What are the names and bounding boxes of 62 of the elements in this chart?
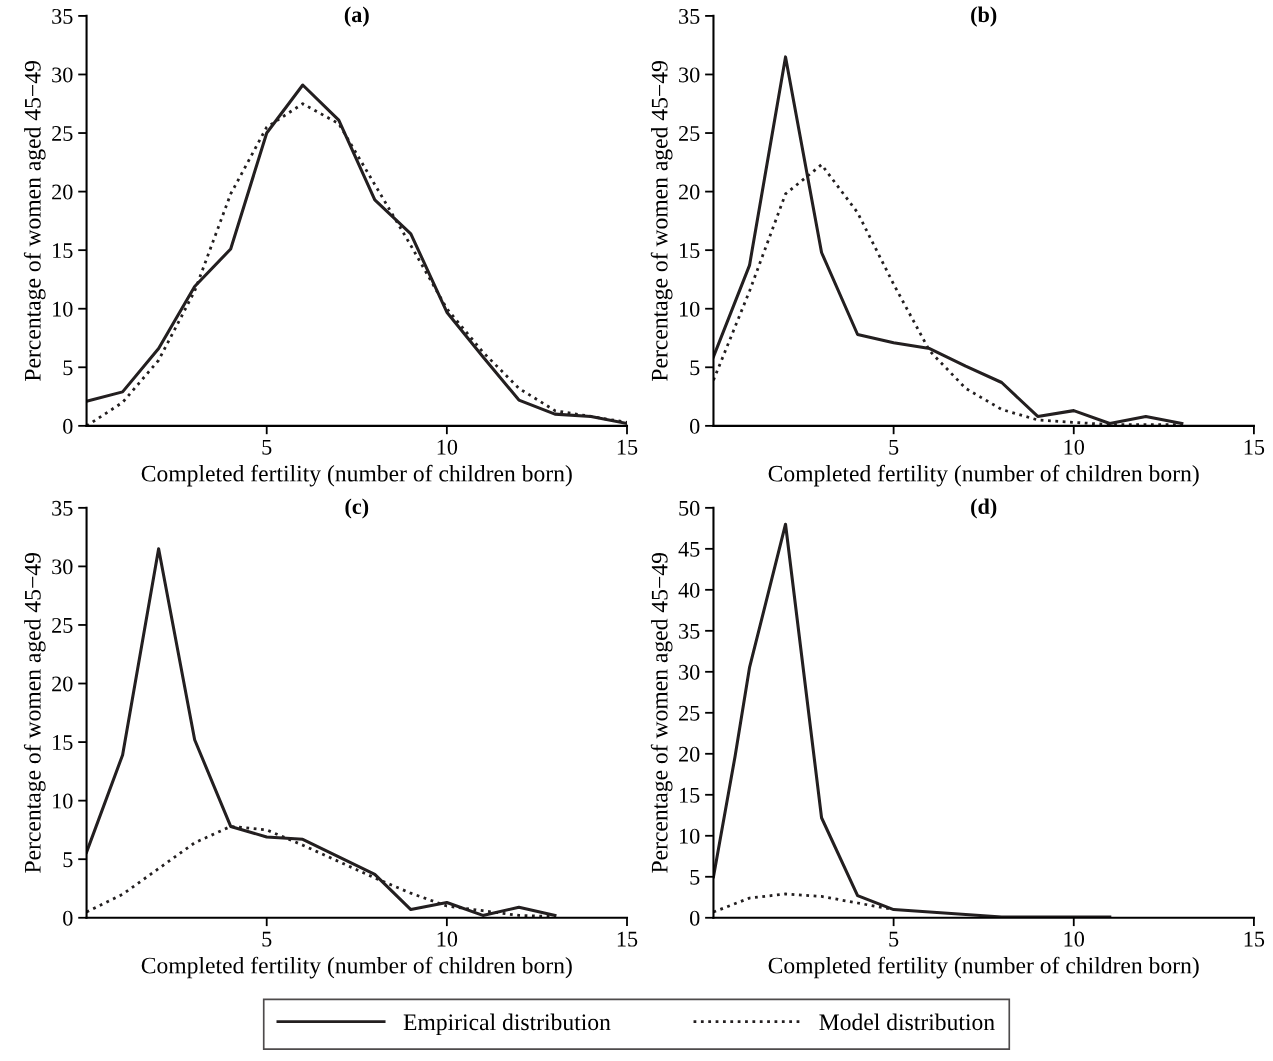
y-tick-label: 50 <box>679 500 700 516</box>
y-tick-label: 30 <box>52 67 73 83</box>
y-tick-label: 5 <box>63 852 73 868</box>
y-axis-title: Percentage of women aged 45−49 <box>23 553 46 873</box>
x-tick-label: 15 <box>1244 439 1265 455</box>
y-tick-label: 15 <box>680 243 700 259</box>
x-tick-label: 5 <box>889 439 899 455</box>
y-tick-label: 0 <box>63 418 73 434</box>
x-tick-label: 5 <box>262 439 272 455</box>
x-tick-label: 15 <box>617 931 638 947</box>
y-tick-label: 5 <box>63 360 73 376</box>
chart-title: (a) <box>344 6 369 27</box>
y-tick-label: 40 <box>678 582 700 598</box>
y-tick-label: 0 <box>690 418 700 434</box>
chart-title: (c) <box>345 498 369 519</box>
chart-title: (b) <box>971 6 997 27</box>
line-series <box>713 522 1112 918</box>
y-tick-label: 10 <box>680 301 700 317</box>
y-tick-label: 15 <box>680 787 700 803</box>
y-tick-label: 25 <box>679 705 700 721</box>
y-tick-label: 25 <box>679 126 700 141</box>
x-axis-title: Completed fertility (number of children born) <box>768 464 1199 487</box>
y-tick-label: 5 <box>690 869 700 885</box>
y-tick-label: 20 <box>52 676 73 692</box>
y-axis-title: Percentage of women aged 45−49 <box>23 61 46 381</box>
y-tick-label: 15 <box>53 735 73 751</box>
x-tick-label: 5 <box>262 931 272 947</box>
y-tick-label: 0 <box>690 910 700 926</box>
y-tick-label: 35 <box>52 500 73 516</box>
legend-label: Empirical distribution <box>403 1013 611 1036</box>
y-tick-label: 10 <box>53 793 73 809</box>
x-axis-title: Completed fertility (number of children born) <box>141 956 572 979</box>
y-tick-label: 20 <box>52 184 73 200</box>
y-tick-label: 30 <box>679 67 700 83</box>
x-tick-label: 10 <box>437 931 458 947</box>
y-tick-label: 30 <box>52 559 73 575</box>
x-tick-label: 10 <box>1064 931 1085 947</box>
legend-label: Model distribution <box>819 1013 995 1031</box>
x-axis-title: Completed fertility (number of children born) <box>768 956 1199 979</box>
y-tick-label: 35 <box>679 8 700 24</box>
y-tick-label: 10 <box>680 828 700 844</box>
y-axis-title: Percentage of women aged 45−49 <box>650 553 673 873</box>
y-tick-label: 45 <box>678 541 700 557</box>
y-axis-title: Percentage of women aged 45−49 <box>650 61 673 381</box>
y-tick-label: 10 <box>53 301 73 317</box>
y-tick-label: 0 <box>63 910 73 926</box>
y-tick-label: 30 <box>679 664 700 680</box>
y-tick-label: 35 <box>52 8 73 24</box>
x-tick-label: 15 <box>617 439 638 455</box>
x-tick-label: 15 <box>1244 931 1265 947</box>
x-axis-title: Completed fertility (number of children born) <box>141 464 572 487</box>
chart-title: (d) <box>971 498 997 519</box>
y-tick-label: 20 <box>679 746 700 762</box>
y-tick-label: 25 <box>52 617 73 633</box>
x-tick-label: 5 <box>889 931 899 947</box>
y-tick-label: 15 <box>53 243 73 259</box>
x-tick-label: 10 <box>437 439 458 455</box>
y-tick-label: 20 <box>679 184 700 200</box>
y-tick-label: 5 <box>690 360 700 376</box>
y-tick-label: 35 <box>679 623 700 639</box>
x-tick-label: 10 <box>1064 439 1085 455</box>
y-tick-label: 25 <box>52 126 73 141</box>
